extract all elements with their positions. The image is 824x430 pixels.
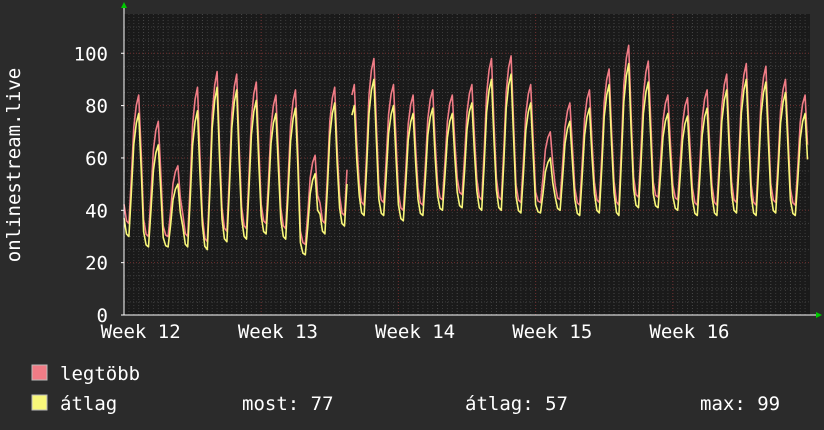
series-line-legtobb <box>123 70 348 246</box>
y-tick-label: 80 <box>85 96 108 118</box>
x-tick-label: Week 14 <box>375 321 455 343</box>
x-tick-label: Week 13 <box>238 321 318 343</box>
x-axis-arrow <box>816 312 822 318</box>
legend: legtöbb átlag most: 77 átlag: 57 max: 99 <box>31 363 780 415</box>
stat-now: most: 77 <box>242 393 334 415</box>
y-tick-label: 100 <box>74 43 108 65</box>
y-tick-label: 40 <box>85 200 108 222</box>
series-line-atlag <box>123 86 348 256</box>
y-tick-label: 0 <box>97 305 108 327</box>
legend-label-atlag: átlag <box>60 393 117 415</box>
axes: 0 20 40 60 80 100 Week 12 Week 13 Week 14 Week 15… <box>74 2 822 343</box>
legend-label-legtobb: legtöbb <box>60 363 140 385</box>
plot-area <box>124 14 810 315</box>
y-tick-label: 20 <box>85 253 108 275</box>
y-axis-arrow <box>121 2 127 8</box>
x-tick-label: Week 12 <box>101 321 181 343</box>
y-tick-label: 60 <box>85 148 108 170</box>
series-layer <box>123 44 809 256</box>
stat-average: átlag: 57 <box>465 393 568 415</box>
legend-swatch-legtobb <box>31 364 48 381</box>
series-line-atlag <box>351 62 809 222</box>
x-tick-label: Week 15 <box>512 321 592 343</box>
legend-swatch-atlag <box>31 394 48 411</box>
stat-max: max: 99 <box>700 393 780 415</box>
x-tick-label: Week 16 <box>649 321 729 343</box>
y-axis-label: onlinestream.live <box>3 68 25 262</box>
